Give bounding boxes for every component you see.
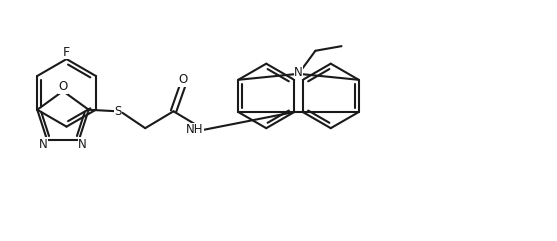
Text: S: S (114, 105, 121, 118)
Text: N: N (39, 138, 48, 151)
Text: F: F (63, 46, 70, 59)
Text: N: N (78, 138, 87, 151)
Text: NH: NH (186, 123, 204, 136)
Text: O: O (179, 73, 188, 86)
Text: O: O (58, 80, 67, 93)
Text: N: N (294, 66, 303, 79)
